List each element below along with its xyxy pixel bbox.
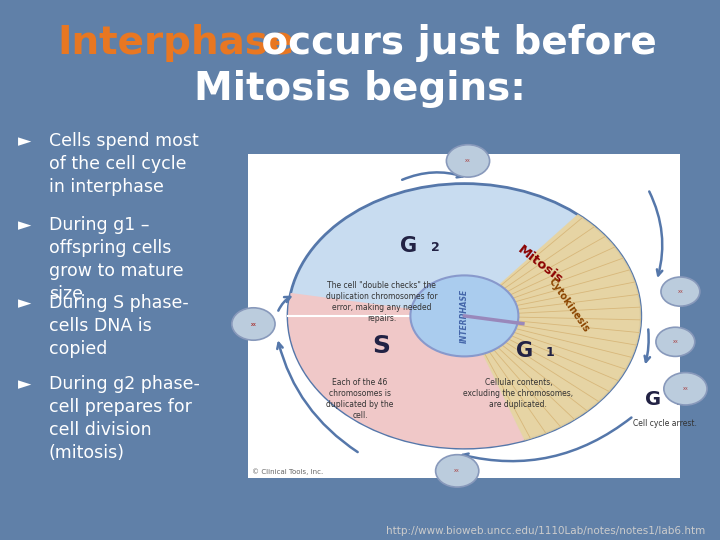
Text: ►: ► [18, 132, 32, 150]
Text: During S phase-
cells DNA is
copied: During S phase- cells DNA is copied [49, 294, 189, 358]
Text: http://www.bioweb.uncc.edu/1110Lab/notes/notes1/lab6.htm: http://www.bioweb.uncc.edu/1110Lab/notes… [387, 525, 706, 536]
Text: Cytokinesis: Cytokinesis [546, 276, 591, 334]
Text: During g2 phase-
cell prepares for
cell division
(mitosis): During g2 phase- cell prepares for cell … [49, 375, 200, 462]
Text: G: G [516, 341, 533, 361]
Circle shape [656, 327, 695, 356]
Text: xx: xx [672, 339, 678, 345]
Text: xx: xx [678, 289, 683, 294]
Text: xx: xx [465, 158, 471, 164]
Text: xx: xx [251, 321, 256, 327]
Text: S: S [373, 334, 391, 357]
Text: Cells spend most
of the cell cycle
in interphase: Cells spend most of the cell cycle in in… [49, 132, 199, 196]
Text: ►: ► [18, 216, 32, 234]
Circle shape [410, 275, 518, 356]
Text: Each of the 46
chromosomes is
duplicated by the
cell.: Each of the 46 chromosomes is duplicated… [326, 378, 394, 420]
Text: Mitosis begins:: Mitosis begins: [194, 70, 526, 108]
Text: The cell "double checks" the
duplication chromosomes for
error, making any neede: The cell "double checks" the duplication… [325, 281, 438, 323]
Text: Cell cycle arrest.: Cell cycle arrest. [633, 418, 696, 428]
Wedge shape [464, 214, 641, 440]
Circle shape [232, 308, 275, 340]
Text: xx: xx [683, 386, 688, 391]
Text: 0: 0 [674, 395, 683, 408]
Text: ►: ► [18, 375, 32, 393]
Circle shape [288, 184, 641, 448]
Text: INTERPHASE: INTERPHASE [460, 289, 469, 343]
Text: ►: ► [18, 294, 32, 312]
Circle shape [661, 277, 700, 306]
FancyBboxPatch shape [248, 154, 680, 478]
Text: G: G [400, 235, 418, 256]
Text: Interphase: Interphase [58, 24, 295, 62]
Circle shape [446, 145, 490, 177]
Text: G: G [645, 390, 661, 409]
Wedge shape [288, 293, 525, 448]
Text: Cellular contents,
excluding the chromosomes,
are duplicated.: Cellular contents, excluding the chromos… [464, 378, 573, 409]
Text: xx: xx [454, 468, 460, 474]
Text: 1: 1 [546, 346, 554, 359]
Circle shape [436, 455, 479, 487]
Circle shape [664, 373, 707, 405]
Text: Mitosis: Mitosis [515, 243, 565, 286]
Text: © Clinical Tools, Inc.: © Clinical Tools, Inc. [252, 469, 323, 475]
Text: 2: 2 [431, 241, 439, 254]
Text: During g1 –
offspring cells
grow to mature
size: During g1 – offspring cells grow to matu… [49, 216, 184, 303]
Text: occurs just before: occurs just before [248, 24, 657, 62]
Text: xx: xx [251, 321, 256, 327]
